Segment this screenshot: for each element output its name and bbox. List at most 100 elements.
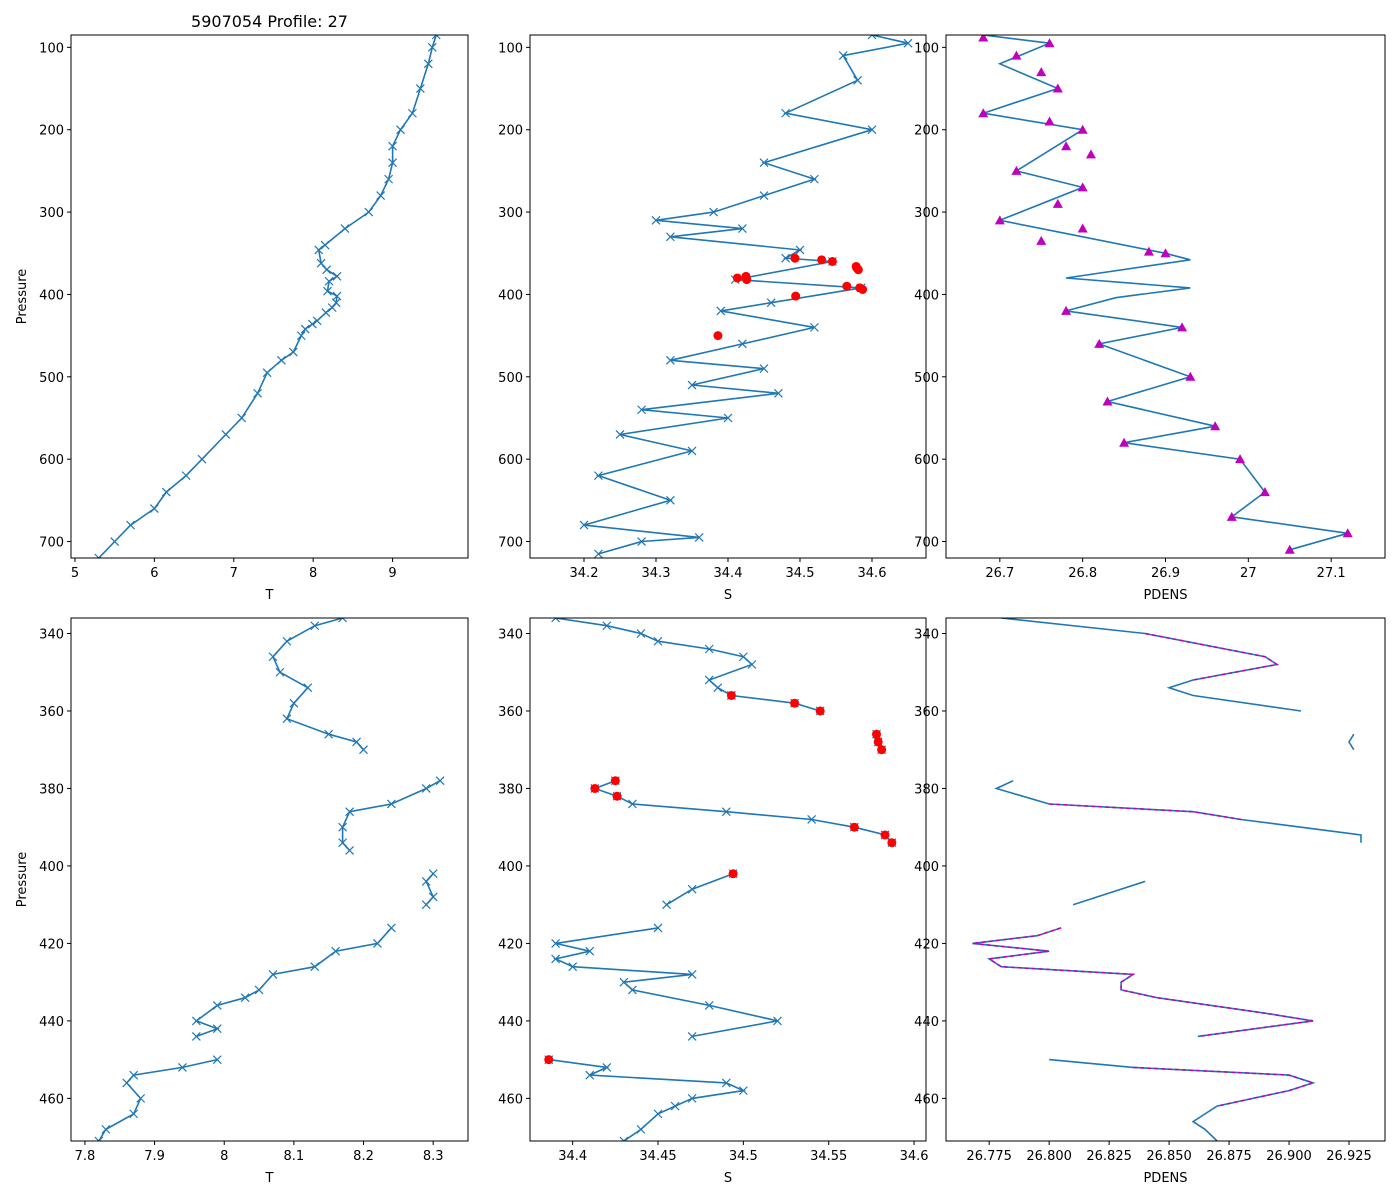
top-T-series-t-point-3 [415, 84, 425, 93]
top-PDENS-series-pdens-flag-point-10 [1011, 165, 1022, 175]
bot-S-ytick-label-2: 380 [498, 782, 523, 797]
bot-T-series-t-seg3-point-5 [129, 1109, 139, 1119]
bot-T-series-t-seg2-point-10 [191, 1031, 201, 1041]
top-PDENS-series-pdens-flag-point-17 [1160, 248, 1171, 258]
top-S-ytick-label-6: 700 [498, 536, 523, 551]
top-T-series-t-point-10 [364, 207, 374, 217]
top-T-series-t-point-9 [376, 191, 386, 201]
top-S-series-s-point-21 [737, 339, 747, 349]
top-S-series-s-point-8 [759, 191, 769, 201]
bot-T-series-t-seg2-point-8 [191, 1016, 201, 1026]
bot-S-series-s-point-1 [602, 621, 612, 631]
top-S-series-s-point-5 [867, 125, 877, 135]
bot-S-series-s-seg2-point-5 [807, 815, 817, 824]
top-T-series-t-point-32 [221, 430, 231, 439]
top-T-series-t-point-37 [126, 520, 135, 530]
top-S-series-s-point-6 [759, 158, 769, 168]
top-S-series-s-point-30 [593, 471, 603, 481]
bot-S-series-s-seg4-point-5 [687, 969, 697, 979]
bot-PDENS-series-pdens-segment-3 [1072, 880, 1146, 906]
bot-S-series-s-line [555, 618, 754, 697]
bot-T-xtick-label-2: 8 [220, 1149, 228, 1164]
top-T-series-t-point-17 [324, 276, 334, 286]
top-S-series-s-point-22 [665, 355, 675, 365]
top-PDENS-series-pdens-flag-point-13 [994, 215, 1005, 225]
bot-S-series-s-seg5-point-2 [585, 1070, 595, 1080]
bot-T-series-t-point-2 [282, 636, 292, 646]
top-PDENS-series-pdens-flag-point-5 [978, 108, 989, 118]
top-T-ytick-label-6: 700 [39, 536, 64, 551]
bot-PDENS-series-pdens-flag-segment-0 [1144, 632, 1279, 681]
bot-S-series-s-segment-5 [548, 1058, 747, 1141]
top-PDENS-series-pdens-flag-point-0 [978, 35, 989, 42]
top-S-series-flagged-point-7 [732, 273, 742, 283]
top-T-title: 5907054 Profile: 27 [191, 12, 348, 31]
top-S-series-s-line [583, 35, 909, 555]
bot-T-series-t-seg0-point-0 [435, 776, 445, 786]
top-PDENS-series-pdens-flag-point-2 [1011, 50, 1022, 60]
top-PDENS-xlabel: PDENS [1143, 588, 1187, 603]
top-PDENS-series-pdens-line [983, 35, 1348, 551]
bot-S-series-flagged-point-9 [849, 822, 859, 832]
bot-T-ytick-label-2: 380 [39, 782, 64, 797]
bot-S-series-s-point-0 [551, 618, 561, 623]
top-S-series-flagged-point-9 [842, 281, 852, 291]
top-PDENS-plot-area [978, 35, 1353, 554]
bot-T-series-t-seg3-point-6 [101, 1124, 111, 1134]
bot-T-series-t-seg2-point-0 [386, 923, 396, 933]
bot-PDENS-ytick-label-0: 340 [914, 627, 939, 642]
top-T-series-t-point-31 [237, 413, 247, 423]
top-PDENS-axes-frame [945, 34, 1386, 559]
bot-S-series-s-point-7 [704, 675, 714, 685]
bot-T-ytick-label-1: 360 [39, 705, 64, 720]
top-S-axes-frame [529, 34, 927, 559]
bot-T-series-t-seg3-point-7 [94, 1136, 104, 1141]
top-PDENS-series-pdens-flag-point-6 [1044, 116, 1055, 126]
top-T-ytick-label-2: 300 [39, 206, 64, 221]
top-S-ytick-label-2: 300 [498, 206, 523, 221]
bot-PDENS-ytick-label-4: 420 [914, 937, 939, 952]
bot-S-series-flagged-point-4 [873, 737, 883, 747]
top-T-xtick-label-2: 7 [230, 566, 238, 581]
top-PDENS-xtick-label-2: 26.9 [1151, 566, 1180, 581]
bot-S-series-s-point-5 [738, 652, 748, 662]
bot-S-plot-area [544, 618, 897, 1141]
top-S-plot-area [579, 35, 913, 558]
top-S-series-s-point-14 [781, 253, 791, 263]
bot-S-series-s-segment-0 [731, 694, 821, 712]
top-S-series-s-point-12 [665, 232, 675, 242]
top-PDENS-series-pdens-flag-point-12 [1052, 198, 1063, 208]
bot-PDENS-xtick-label-3: 26.850 [1146, 1149, 1192, 1164]
top-PDENS-xtick-label-3: 27 [1240, 566, 1257, 581]
bot-S-xtick-label-1: 34.45 [639, 1149, 676, 1164]
top-T-series-t-point-34 [181, 471, 191, 481]
top-S-series-s-point-25 [773, 388, 783, 398]
top-T-series-t-point-13 [314, 245, 324, 255]
bot-S-series-s-seg4-point-6 [619, 977, 629, 987]
top-PDENS-series-pdens-flag-point-14 [1077, 223, 1088, 233]
bot-S-xlabel: S [724, 1171, 732, 1186]
top-PDENS-series-pdens-flag-point-22 [1102, 396, 1113, 406]
top-S-ytick-label-1: 200 [498, 124, 523, 139]
top-PDENS-series-pdens-flag-point-4 [1052, 83, 1063, 93]
top-S-series-flagged-point-0 [790, 253, 800, 263]
top-T-ytick-label-5: 600 [39, 453, 64, 468]
top-T-series-t-point-27 [288, 347, 298, 357]
top-S-series-s-point-2 [838, 51, 848, 61]
top-T-series-t-point-5 [396, 125, 405, 135]
bot-S-xtick-label-4: 34.6 [900, 1149, 929, 1164]
panel-bot-PDENS: 26.775 26.800 26.825 26.850 26.875 26.900 26.9… [914, 617, 1386, 1186]
top-T-series-t-point-28 [276, 355, 286, 365]
bot-S-series-flagged-point-6 [610, 776, 620, 786]
top-T-ytick-label-4: 500 [39, 371, 64, 386]
top-T-series-t-point-4 [407, 108, 417, 118]
top-S-series-s-point-19 [716, 306, 726, 316]
top-S-series-flagged-point-12 [791, 291, 801, 301]
top-T-ytick-label-0: 100 [39, 41, 64, 56]
bot-T-series-t-point-0 [338, 618, 348, 623]
bot-S-series-s-seg2-point-4 [721, 807, 731, 817]
bot-T-series-t-seg3-point-4 [136, 1093, 146, 1103]
top-PDENS-xtick-label-1: 26.8 [1068, 566, 1097, 581]
bot-PDENS-series-pdens-segment-4 [972, 927, 1314, 1038]
top-T-series-t-point-35 [161, 487, 171, 497]
